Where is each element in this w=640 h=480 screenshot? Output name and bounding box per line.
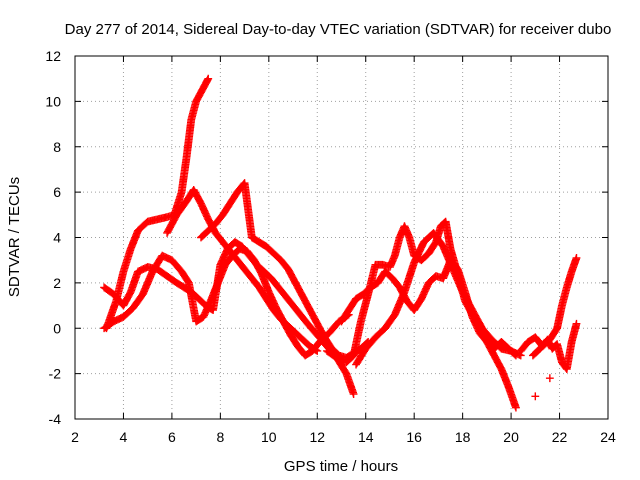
x-tick-label: 16 bbox=[406, 429, 422, 445]
series-isolated bbox=[531, 374, 554, 401]
x-tick-label: 4 bbox=[120, 429, 128, 445]
x-tick-label: 8 bbox=[216, 429, 224, 445]
data-point bbox=[512, 403, 520, 412]
x-axis-label: GPS time / hours bbox=[284, 458, 398, 475]
series-track-d bbox=[163, 185, 322, 355]
series-track-b bbox=[102, 74, 213, 333]
x-tick-labels: 2 4 6 8 10 12 14 16 18 20 22 24 bbox=[71, 429, 616, 445]
y-tick-label: 8 bbox=[53, 139, 61, 155]
grid bbox=[75, 56, 608, 419]
x-tick-label: 18 bbox=[455, 429, 471, 445]
y-tick-label: 10 bbox=[45, 93, 61, 109]
y-tick-labels: -4 -2 0 2 4 6 8 10 12 bbox=[45, 48, 61, 427]
data-point bbox=[572, 254, 581, 262]
data-point bbox=[312, 346, 320, 355]
data-point bbox=[349, 390, 358, 398]
x-tick-label: 6 bbox=[168, 429, 176, 445]
series-track-h bbox=[352, 229, 525, 369]
data-point bbox=[572, 319, 581, 328]
x-tick-label: 12 bbox=[309, 429, 325, 445]
series-track-g bbox=[337, 256, 520, 412]
x-tick-label: 14 bbox=[358, 429, 374, 445]
y-tick-label: -4 bbox=[49, 411, 62, 427]
series-track-j bbox=[528, 319, 581, 373]
y-tick-label: 2 bbox=[53, 275, 61, 291]
x-tick-label: 22 bbox=[552, 429, 568, 445]
data-marks bbox=[100, 74, 581, 412]
y-tick-label: 6 bbox=[53, 184, 61, 200]
series-track-c bbox=[100, 244, 353, 360]
x-tick-label: 10 bbox=[261, 429, 277, 445]
x-tick-label: 24 bbox=[600, 429, 616, 445]
data-point bbox=[531, 392, 540, 401]
x-tick-label: 2 bbox=[71, 429, 79, 445]
axis-ticks bbox=[74, 55, 609, 420]
data-point bbox=[204, 74, 213, 83]
y-tick-label: 4 bbox=[53, 230, 61, 246]
chart-title: Day 277 of 2014, Sidereal Day-to-day VTE… bbox=[65, 21, 612, 38]
x-tick-label: 20 bbox=[503, 429, 519, 445]
y-tick-label: -2 bbox=[49, 366, 62, 382]
data-point bbox=[313, 347, 322, 355]
y-tick-label: 0 bbox=[53, 320, 61, 336]
y-axis-label: SDTVAR / TECUs bbox=[6, 177, 23, 297]
data-point bbox=[545, 374, 554, 383]
y-tick-label: 12 bbox=[45, 48, 61, 64]
